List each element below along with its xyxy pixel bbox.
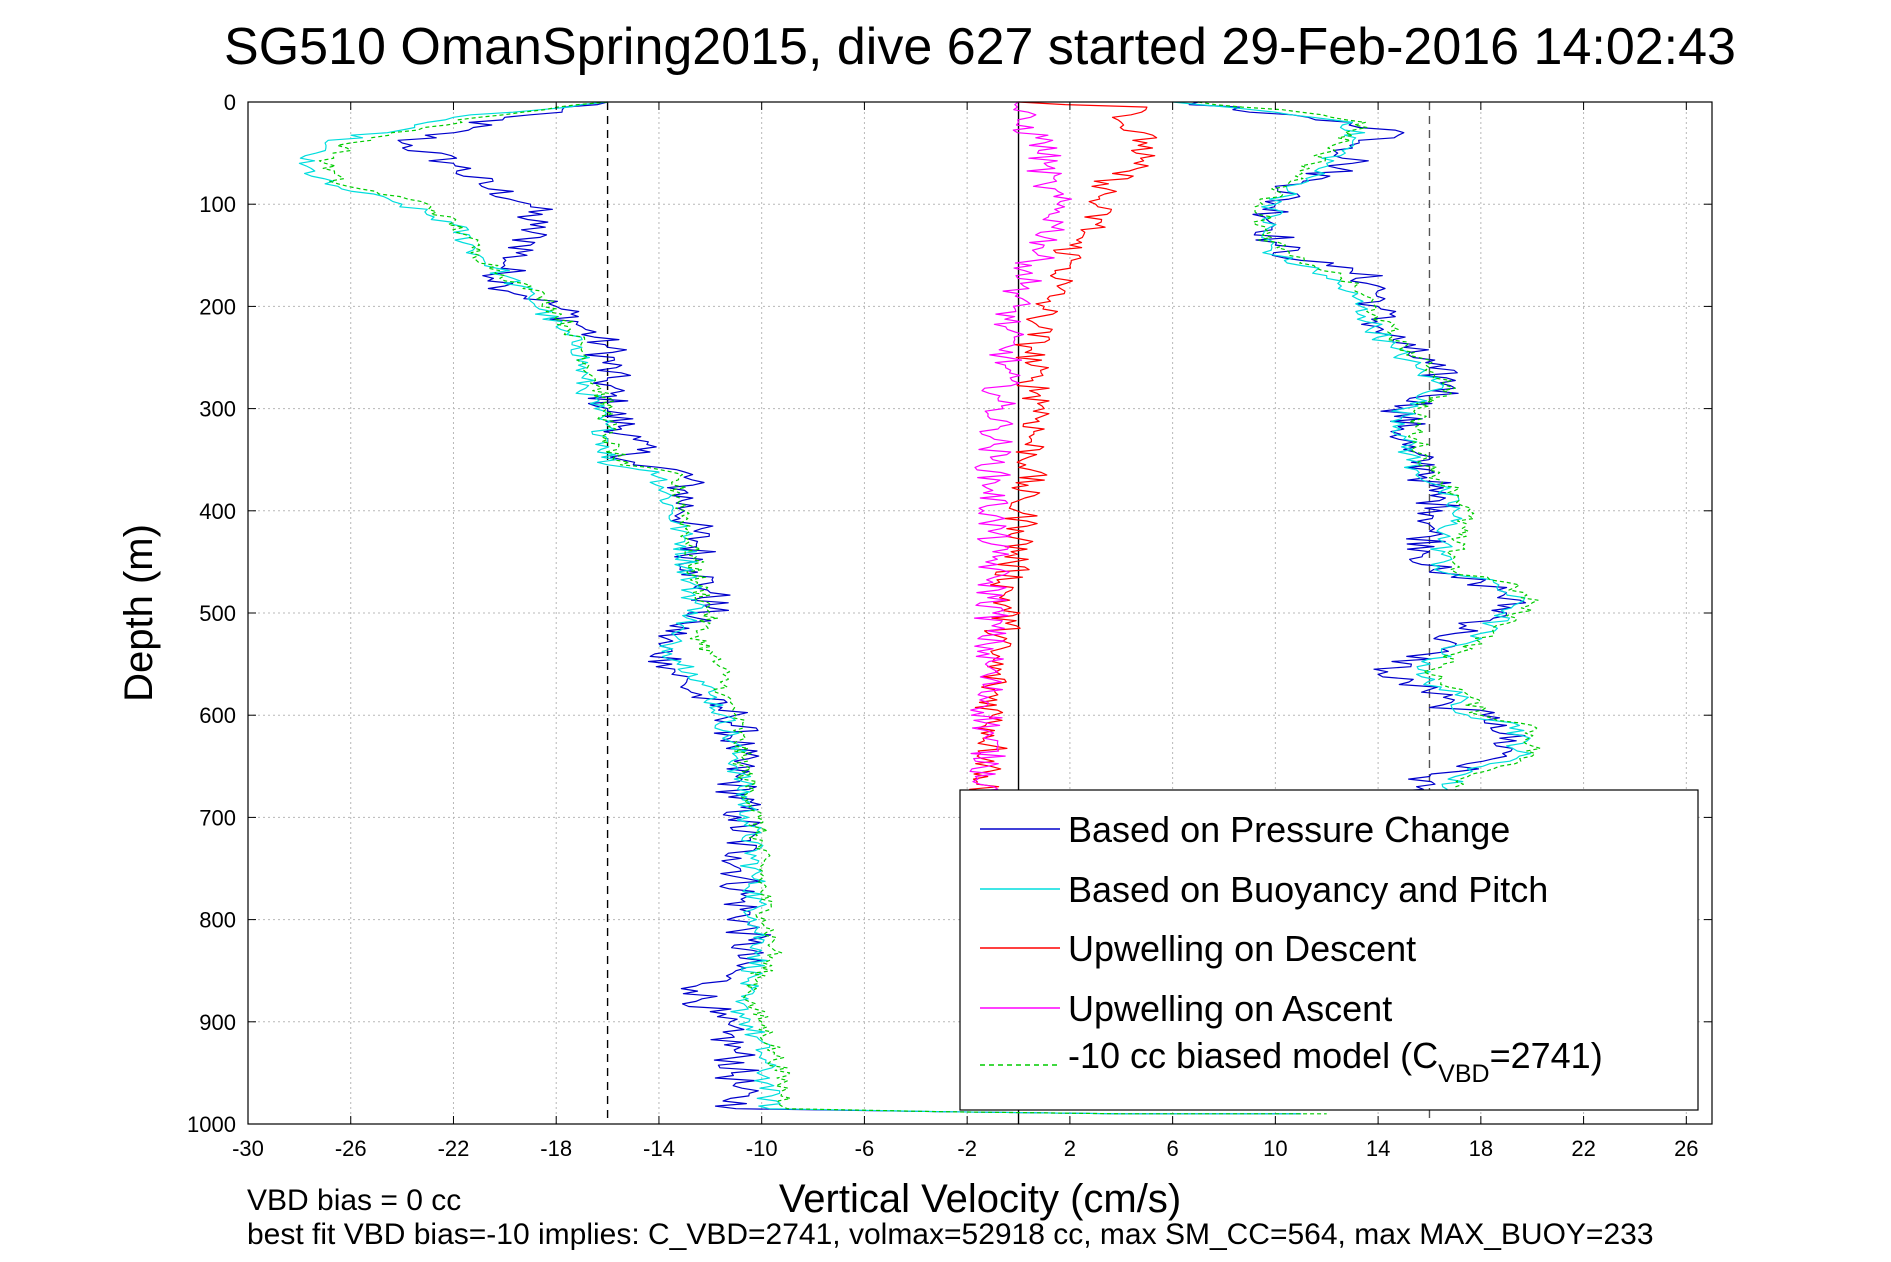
y-tick-label: 1000 [187,1112,236,1137]
y-tick-label: 700 [199,805,236,830]
legend-label-biased-sub: VBD [1438,1060,1489,1088]
series-line-pressure_ascent [1188,101,1527,798]
y-tick-label: 500 [199,601,236,626]
x-axis-label: Vertical Velocity (cm/s) [779,1177,1181,1221]
best-fit-note: best fit VBD bias=-10 implies: C_VBD=274… [247,1218,1654,1251]
y-tick-label: 900 [199,1010,236,1035]
series-line-buoyancy_ascent [1172,101,1532,798]
x-tick-label: 14 [1366,1136,1390,1161]
x-tick-label: -26 [335,1136,367,1161]
chart-title: SG510 OmanSpring2015, dive 627 started 2… [224,18,1736,76]
legend-label-biased-model: -10 cc biased model (CVBD=2741) [1068,1035,1603,1088]
legend-label-upwelling-descent: Upwelling on Descent [1068,928,1416,969]
series-line-biased_ascent [1198,101,1541,798]
x-tick-label: 18 [1469,1136,1493,1161]
legend-label-biased-main: -10 cc biased model (C [1068,1035,1438,1076]
y-axis-label: Depth (m) [117,524,161,702]
x-ticks: -30 -26 -22 -18 -14 -10 -6 -2 2 6 10 14 18 22 26 [232,102,1699,1161]
x-tick-label: 10 [1263,1136,1287,1161]
x-tick-label: 6 [1167,1136,1179,1161]
x-tick-label: -10 [746,1136,778,1161]
y-tick-label: 400 [199,499,236,524]
legend-label-upwelling-ascent: Upwelling on Ascent [1068,988,1392,1029]
x-tick-label: 26 [1674,1136,1698,1161]
y-tick-label: 300 [199,397,236,422]
x-tick-label: -14 [643,1136,675,1161]
x-tick-label: -6 [855,1136,875,1161]
series-group [298,101,1541,1115]
y-tick-label: 800 [199,908,236,933]
x-tick-label: -2 [957,1136,977,1161]
x-tick-label: -18 [540,1136,572,1161]
legend-box [959,789,1699,1111]
series-line-buoyancy_descent [298,101,1302,1115]
x-tick-label: 22 [1571,1136,1595,1161]
legend: Based on Pressure Change Based on Buoyan… [959,789,1699,1111]
y-tick-label: 100 [199,192,236,217]
vbd-bias-note: VBD bias = 0 cc [247,1184,461,1217]
y-tick-label: 600 [199,703,236,728]
y-tick-label: 200 [199,294,236,319]
series-line-pressure_descent [397,101,1302,1115]
x-tick-label: -22 [438,1136,470,1161]
legend-label-biased-tail: =2741) [1490,1035,1603,1076]
x-tick-label: -30 [232,1136,264,1161]
y-ticks: 0 100 200 300 400 500 600 700 800 900 1000 [187,90,1712,1137]
x-tick-label: 2 [1064,1136,1076,1161]
series-line-upwelling_ascent [969,101,1073,798]
series-line-biased_descent [318,101,1327,1115]
legend-label-pressure: Based on Pressure Change [1068,809,1510,850]
y-tick-label: 0 [224,90,236,115]
legend-label-buoyancy: Based on Buoyancy and Pitch [1068,869,1548,910]
series-line-upwelling_descent [964,101,1158,808]
